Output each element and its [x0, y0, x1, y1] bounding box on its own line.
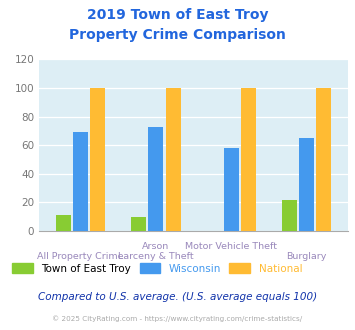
Bar	[73, 132, 88, 231]
Text: © 2025 CityRating.com - https://www.cityrating.com/crime-statistics/: © 2025 CityRating.com - https://www.city…	[53, 315, 302, 322]
Bar	[224, 148, 239, 231]
Bar	[56, 215, 71, 231]
Bar	[90, 88, 105, 231]
Text: Larceny & Theft: Larceny & Theft	[118, 252, 193, 261]
Text: Property Crime Comparison: Property Crime Comparison	[69, 28, 286, 42]
Bar	[316, 88, 331, 231]
Legend: Town of East Troy, Wisconsin, National: Town of East Troy, Wisconsin, National	[12, 263, 302, 274]
Text: 2019 Town of East Troy: 2019 Town of East Troy	[87, 8, 268, 22]
Text: Arson: Arson	[142, 243, 169, 251]
Bar	[241, 88, 256, 231]
Bar	[299, 138, 314, 231]
Text: All Property Crime: All Property Crime	[37, 252, 124, 261]
Bar	[165, 88, 181, 231]
Bar	[148, 127, 163, 231]
Bar	[282, 200, 297, 231]
Text: Motor Vehicle Theft: Motor Vehicle Theft	[185, 243, 277, 251]
Text: Burglary: Burglary	[286, 252, 327, 261]
Text: Compared to U.S. average. (U.S. average equals 100): Compared to U.S. average. (U.S. average …	[38, 292, 317, 302]
Bar	[131, 217, 146, 231]
